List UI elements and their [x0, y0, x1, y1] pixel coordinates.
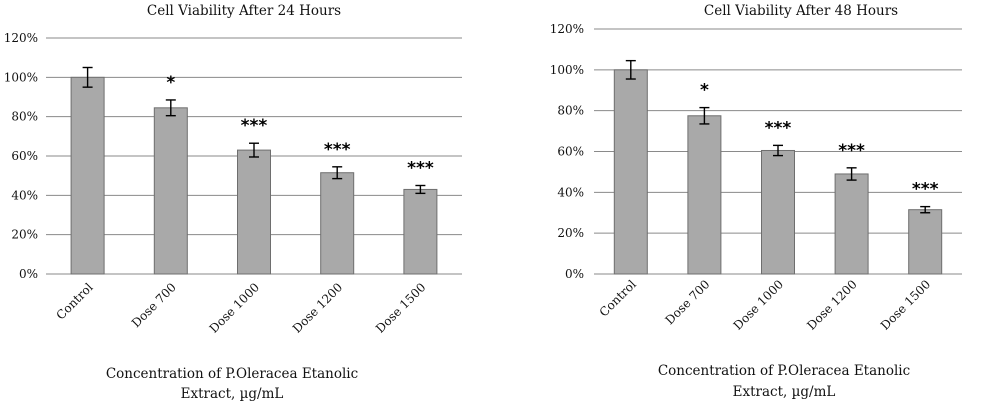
x-tick-label: Dose 1000 — [207, 280, 262, 335]
y-tick-label: 100% — [550, 63, 584, 77]
chart-48-hours-svg: Cell Viability After 48 Hours Concentrat… — [550, 3, 962, 400]
significance-marker: *** — [407, 159, 434, 179]
bar — [687, 115, 722, 275]
y-tick-label: 80% — [557, 104, 584, 118]
bar — [320, 172, 355, 275]
significance-marker: *** — [241, 116, 268, 136]
x-axis-label-line-2: Extract, µg/mL — [181, 386, 284, 402]
y-tick-label: 20% — [11, 228, 38, 242]
y-tick-label: 40% — [11, 188, 38, 202]
bar — [908, 209, 943, 275]
bar — [70, 76, 105, 275]
x-tick-label: Dose 1200 — [290, 280, 345, 335]
x-tick-label: Dose 700 — [662, 277, 712, 327]
y-tick-label: 0% — [565, 267, 584, 281]
chart-title: Cell Viability After 48 Hours — [704, 3, 898, 19]
significance-marker: * — [700, 81, 709, 101]
x-axis-label-line-2: Extract, µg/mL — [733, 384, 836, 400]
bar — [761, 149, 795, 275]
x-axis-label-line-1: Concentration of P.Oleracea Etanolic — [106, 366, 358, 382]
y-tick-label: 60% — [11, 149, 38, 163]
y-tick-label: 100% — [4, 70, 38, 84]
y-tick-label: 80% — [11, 110, 38, 124]
chart-48-hours: Cell Viability After 48 Hours Concentrat… — [500, 0, 1000, 403]
y-tick-label: 120% — [4, 31, 38, 45]
x-tick-label: Dose 1500 — [878, 277, 933, 332]
significance-marker: *** — [838, 141, 865, 161]
x-tick-label: Dose 1500 — [373, 280, 428, 335]
chart-title: Cell Viability After 24 Hours — [147, 3, 341, 19]
bar — [403, 188, 438, 275]
chart-24-hours: Cell Viability After 24 Hours Concentrat… — [4, 3, 462, 402]
x-tick-label: Control — [597, 277, 639, 319]
significance-marker: *** — [324, 140, 351, 160]
x-tick-label: Control — [53, 280, 95, 322]
x-tick-label: Dose 700 — [129, 280, 179, 330]
y-tick-label: 120% — [550, 22, 584, 36]
y-tick-label: 60% — [557, 145, 584, 159]
bar — [153, 107, 188, 275]
bar — [237, 149, 271, 275]
significance-marker: *** — [765, 118, 792, 138]
significance-marker: *** — [912, 180, 939, 200]
y-tick-label: 40% — [557, 185, 584, 199]
significance-marker: * — [166, 73, 175, 93]
x-tick-label: Dose 1000 — [731, 277, 786, 332]
x-axis-label-line-1: Concentration of P.Oleracea Etanolic — [658, 363, 910, 379]
y-tick-label: 0% — [19, 267, 38, 281]
chart-24-hours-svg: Cell Viability After 24 Hours Concentrat… — [4, 3, 462, 402]
x-tick-label: Dose 1200 — [804, 277, 859, 332]
y-tick-label: 20% — [557, 226, 584, 240]
bar — [834, 173, 869, 275]
bar — [613, 69, 648, 275]
